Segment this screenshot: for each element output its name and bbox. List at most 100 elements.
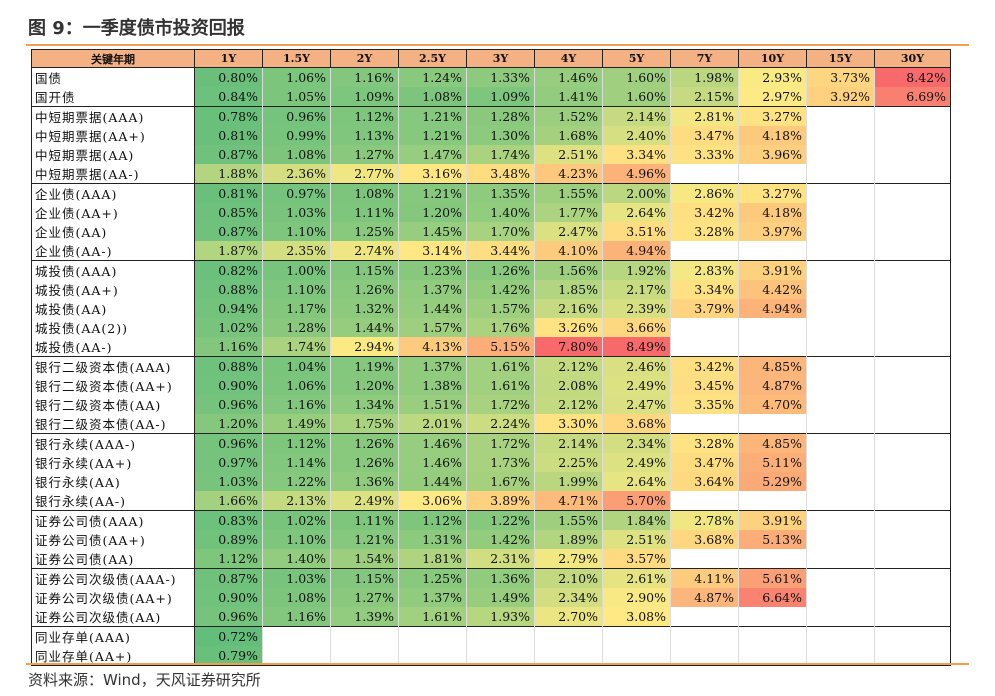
table-cell: [738, 491, 807, 511]
table-cell: 1.72%: [466, 395, 535, 414]
table-cell: 2.49%: [330, 491, 399, 511]
table-cell: 0.80%: [194, 67, 263, 87]
table-cell: [874, 588, 951, 607]
table-row: 银行永续(AA-) 1.66% 2.13% 2.49% 3.06% 3.89% 4.71% 5…: [31, 491, 951, 511]
table-cell: 1.16%: [262, 607, 331, 627]
table-cell: [466, 646, 535, 666]
row-label: 企业债(AA-): [31, 241, 195, 261]
table-cell: 1.61%: [466, 376, 535, 395]
table-cell: 3.91%: [738, 510, 807, 530]
table-cell: 1.08%: [330, 183, 399, 203]
table-cell: 2.51%: [602, 530, 671, 549]
table-cell: 3.28%: [670, 222, 739, 241]
row-label: 银行二级资本债(AAA): [31, 356, 195, 376]
table-cell: 4.70%: [738, 395, 807, 414]
table-cell: [806, 568, 875, 588]
table-cell: 2.51%: [534, 145, 603, 164]
table-cell: [874, 607, 951, 627]
table-cell: 1.27%: [330, 145, 399, 164]
table-cell: 1.77%: [534, 203, 603, 222]
table-cell: 3.45%: [670, 376, 739, 395]
table-cell: [602, 626, 671, 646]
table-cell: 4.18%: [738, 203, 807, 222]
table-cell: 1.13%: [330, 126, 399, 145]
table-cell: 1.12%: [330, 106, 399, 126]
table-cell: 0.85%: [194, 203, 263, 222]
table-cell: 2.94%: [330, 337, 399, 357]
table-cell: [398, 626, 467, 646]
table-cell: 1.39%: [330, 607, 399, 627]
table-cell: 0.88%: [194, 356, 263, 376]
table-cell: 2.01%: [398, 414, 467, 434]
row-label: 国开债: [31, 87, 195, 107]
table-cell: [874, 568, 951, 588]
table-cell: 2.46%: [602, 356, 671, 376]
table-cell: [738, 318, 807, 337]
table-cell: [874, 241, 951, 261]
table-row: 银行永续(AA+) 0.97% 1.14% 1.26% 1.46% 1.73% 2.25% 2…: [31, 453, 951, 472]
table-cell: 2.47%: [534, 222, 603, 241]
table-cell: 0.96%: [194, 395, 263, 414]
table-cell: 1.44%: [398, 472, 467, 491]
table-cell: [806, 260, 875, 280]
figure-title: 图 9：一季度债市投资回报: [28, 18, 245, 39]
table-cell: 3.68%: [602, 414, 671, 434]
table-cell: 1.14%: [262, 453, 331, 472]
row-label: 中短期票据(AA-): [31, 164, 195, 184]
table-cell: 1.67%: [466, 472, 535, 491]
table-cell: 7.80%: [534, 337, 603, 357]
table-cell: 0.79%: [194, 646, 263, 666]
table-cell: 1.54%: [330, 549, 399, 569]
table-cell: 1.22%: [262, 472, 331, 491]
table-cell: 1.84%: [602, 510, 671, 530]
table-cell: [398, 646, 467, 666]
table-cell: 1.60%: [602, 87, 671, 107]
table-cell: 1.41%: [534, 87, 603, 107]
table-cell: 3.14%: [398, 241, 467, 261]
table-cell: 1.60%: [602, 67, 671, 87]
table-cell: [806, 472, 875, 491]
table-row: 证券公司债(AA) 1.12% 1.40% 1.54% 1.81% 2.31% 2.79% 3…: [31, 549, 951, 569]
table-cell: 3.42%: [670, 356, 739, 376]
table-cell: 1.05%: [262, 87, 331, 107]
table-row: 证券公司债(AAA) 0.83% 1.02% 1.11% 1.12% 1.22% 1.55%…: [31, 510, 951, 530]
table-cell: 3.27%: [738, 106, 807, 126]
table-row: 企业债(AA+) 0.85% 1.03% 1.11% 1.20% 1.40% 1.77% 2.…: [31, 203, 951, 222]
table-cell: 1.49%: [262, 414, 331, 434]
table-cell: 5.11%: [738, 453, 807, 472]
column-header: 3Y: [466, 49, 535, 68]
table-cell: 1.03%: [262, 568, 331, 588]
table-cell: 3.48%: [466, 164, 535, 184]
table-cell: 1.88%: [194, 164, 263, 184]
table-cell: 2.34%: [534, 588, 603, 607]
table-cell: 1.10%: [262, 280, 331, 299]
table-cell: 1.85%: [534, 280, 603, 299]
table-cell: 1.09%: [466, 87, 535, 107]
table-cell: [806, 183, 875, 203]
table-cell: [874, 510, 951, 530]
table-cell: [738, 241, 807, 261]
table-cell: [466, 626, 535, 646]
table-cell: 1.57%: [398, 318, 467, 337]
table-cell: 1.35%: [466, 183, 535, 203]
table-cell: 1.37%: [398, 356, 467, 376]
table-cell: 2.78%: [670, 510, 739, 530]
table-cell: 3.64%: [670, 472, 739, 491]
table-cell: 1.31%: [398, 530, 467, 549]
table-cell: [330, 646, 399, 666]
table-row: 银行二级资本债(AA-) 1.20% 1.49% 1.75% 2.01% 2.24% 3.3…: [31, 414, 951, 434]
column-header: 10Y: [738, 49, 807, 68]
table-cell: 0.72%: [194, 626, 263, 646]
table-row: 证券公司次级债(AAA-) 0.87% 1.03% 1.15% 1.25% 1.36% 2.…: [31, 568, 951, 588]
table-cell: [806, 510, 875, 530]
table-cell: 5.70%: [602, 491, 671, 511]
table-row: 证券公司次级债(AA) 0.96% 1.16% 1.39% 1.61% 1.93% 2.70…: [31, 607, 951, 627]
table-cell: 1.03%: [194, 472, 263, 491]
table-cell: [806, 337, 875, 357]
table-cell: 2.24%: [466, 414, 535, 434]
column-header: 15Y: [806, 49, 875, 68]
row-label: 证券公司次级债(AA+): [31, 588, 195, 607]
column-header: 2Y: [330, 49, 399, 68]
table-cell: 3.92%: [806, 87, 875, 107]
table-cell: 2.10%: [534, 568, 603, 588]
